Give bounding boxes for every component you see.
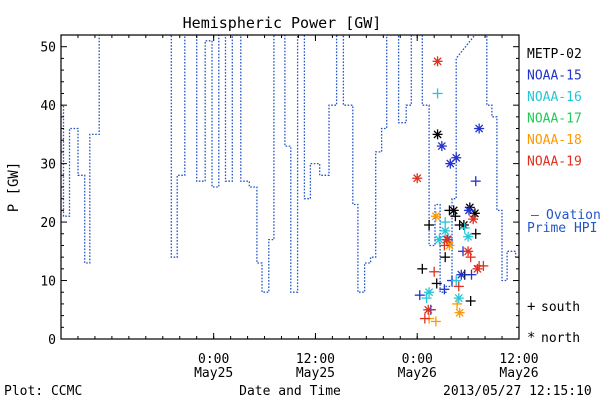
north-marker-symbol: * (527, 330, 535, 346)
timestamp: 2013/05/27 12:15:10 (443, 384, 592, 399)
noaa-19-north-marker (472, 263, 483, 274)
noaa-16-south-marker (459, 222, 470, 233)
noaa-19-north-marker (423, 304, 434, 315)
noaa-19-north-marker (412, 173, 423, 184)
noaa-18-north-marker (454, 307, 465, 318)
ovation-legend-label-line2: Prime HPI (527, 221, 597, 236)
x-axis-label: Date and Time (239, 384, 341, 399)
legend-entry-noaa-16: NOAA-16 (527, 90, 582, 105)
metp-02-south-marker (470, 228, 481, 239)
ovation-legend-dash: – (531, 208, 539, 223)
noaa-18-south-marker (452, 298, 463, 309)
noaa-19-north-marker (432, 56, 443, 67)
metp-02-south-marker (465, 296, 476, 306)
noaa-19-south-marker (429, 266, 440, 277)
noaa-19-north-marker (463, 246, 474, 257)
noaa-18-north-marker (430, 211, 441, 222)
metp-02-south-marker (424, 220, 435, 230)
y-tick-label: 50 (40, 41, 56, 56)
noaa-15-south-marker (439, 284, 450, 295)
plot-frame (60, 34, 520, 340)
noaa-15-south-marker (466, 269, 477, 280)
noaa-15-north-marker (436, 141, 447, 152)
x-tick-time-label: 0:00 (198, 352, 229, 367)
y-tick-label: 20 (40, 216, 56, 231)
chart-title: Hemispheric Power [GW] (183, 14, 382, 32)
metp-02-south-marker (431, 278, 442, 289)
y-tick-label: 30 (40, 158, 56, 173)
noaa-19-north-marker (441, 234, 452, 245)
noaa-16-south-marker (451, 275, 462, 286)
north-marker-label: north (541, 331, 580, 346)
axis-ticks: 010203040500:00May2512:00May250:00May261… (40, 35, 539, 381)
noaa-15-south-marker (470, 176, 481, 187)
noaa-19-north-marker (468, 214, 479, 225)
noaa-19-south-marker (453, 281, 464, 292)
south-marker-symbol: + (527, 299, 535, 315)
x-tick-date-label: May25 (194, 366, 233, 381)
legend-entry-metp-02: METP-02 (527, 47, 582, 62)
legend-entry-noaa-15: NOAA-15 (527, 69, 582, 84)
x-tick-time-label: 12:00 (499, 352, 538, 367)
noaa-16-south-marker (440, 217, 451, 228)
ovation-prime-hpi-line (61, 35, 519, 293)
legend-entry-noaa-17: NOAA-17 (527, 112, 582, 127)
metp-02-north-marker (448, 205, 459, 216)
ovation-legend-label-line1: Ovation (546, 208, 600, 223)
y-tick-label: 0 (48, 333, 56, 348)
noaa-16-north-marker (453, 293, 464, 304)
noaa-15-north-marker (456, 269, 467, 280)
noaa-18-south-marker (430, 316, 441, 327)
y-axis-label: P [GW] (6, 162, 22, 213)
satellite-legend: METP-02 NOAA-15 NOAA-16 NOAA-17 NOAA-18 NOAA-… (527, 47, 582, 170)
x-tick-time-label: 12:00 (296, 352, 335, 367)
y-tick-label: 40 (40, 99, 56, 114)
noaa-16-north-marker (424, 287, 435, 298)
metp-02-south-marker (440, 252, 451, 263)
noaa-19-south-marker (419, 313, 430, 324)
legend-entry-noaa-18: NOAA-18 (527, 133, 582, 148)
noaa-16-north-marker (463, 231, 474, 242)
y-tick-label: 10 (40, 275, 56, 290)
noaa-16-north-marker (440, 225, 451, 236)
south-marker-label: south (541, 300, 580, 315)
noaa-15-north-marker (463, 205, 474, 216)
metp-02-south-marker (417, 263, 428, 274)
x-tick-time-label: 0:00 (402, 352, 433, 367)
x-tick-date-label: May26 (398, 366, 437, 381)
satellite-markers (412, 56, 489, 327)
noaa-15-south-marker (414, 290, 425, 301)
noaa-15-north-marker (474, 123, 485, 134)
noaa-15-north-marker (451, 152, 462, 163)
plot-credit: Plot: CCMC (4, 384, 82, 399)
legend-entry-noaa-19: NOAA-19 (527, 155, 582, 170)
x-tick-date-label: May26 (499, 366, 538, 381)
metp-02-north-marker (432, 129, 443, 140)
x-tick-date-label: May25 (296, 366, 335, 381)
noaa-16-south-marker (432, 88, 443, 99)
